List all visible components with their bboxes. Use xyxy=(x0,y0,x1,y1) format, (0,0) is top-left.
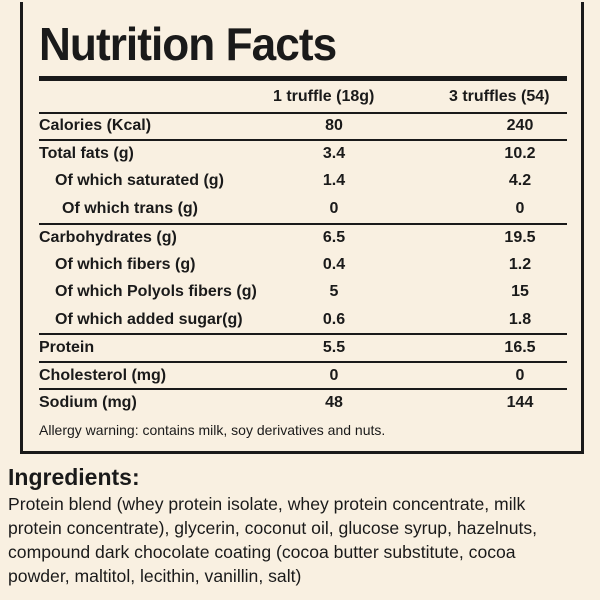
value-1-truffle: 5.5 xyxy=(322,339,346,356)
nutrition-facts-panel: Nutrition Facts 1 truffle (18g) 3 truffl… xyxy=(20,2,584,454)
value-1-truffle: 3.4 xyxy=(322,145,346,162)
row-label: Of which Polyols fibers (g) xyxy=(55,283,257,300)
table-row-polyols-fibers: Of which Polyols fibers (g) 5 15 xyxy=(39,280,567,304)
value-1-truffle: 80 xyxy=(325,117,343,134)
table-row-fibers: Of which fibers (g) 0.4 1.2 xyxy=(39,253,567,277)
ingredients-text: Protein blend (whey protein isolate, whe… xyxy=(8,492,600,588)
table-row-protein: Protein 5.5 16.5 xyxy=(39,336,567,360)
value-3-truffles: 4.2 xyxy=(508,172,532,189)
value-1-truffle: 5 xyxy=(329,283,339,300)
value-3-truffles: 16.5 xyxy=(504,339,536,356)
table-row-total-fats: Total fats (g) 3.4 10.2 xyxy=(39,142,567,166)
row-label: Of which added sugar(g) xyxy=(55,311,243,328)
table-row-carbohydrates: Carbohydrates (g) 6.5 19.5 xyxy=(39,226,567,250)
value-1-truffle: 0 xyxy=(329,367,339,384)
value-3-truffles: 15 xyxy=(511,283,529,300)
row-label: Protein xyxy=(39,339,95,356)
page-title: Nutrition Facts xyxy=(39,18,337,70)
value-1-truffle: 0 xyxy=(329,200,339,217)
table-row-added-sugar: Of which added sugar(g) 0.6 1.8 xyxy=(39,308,567,332)
divider xyxy=(39,139,567,141)
table-row-calories: Calories (Kcal) 80 240 xyxy=(39,114,567,138)
column-header-3-truffles: 3 truffles (54) xyxy=(449,88,550,105)
row-label: Sodium (mg) xyxy=(39,394,137,411)
row-label: Of which saturated (g) xyxy=(55,172,224,189)
value-1-truffle: 0.4 xyxy=(322,256,346,273)
ingredients-line: Protein blend (whey protein isolate, whe… xyxy=(8,494,526,514)
value-1-truffle: 1.4 xyxy=(322,172,346,189)
ingredients-line: powder, maltitol, lecithin, vanillin, sa… xyxy=(8,566,302,586)
row-label: Carbohydrates (g) xyxy=(39,229,177,246)
table-row-trans: Of which trans (g) 0 0 xyxy=(39,197,567,221)
value-1-truffle: 48 xyxy=(325,394,343,411)
allergy-warning: Allergy warning: contains milk, soy deri… xyxy=(39,422,386,438)
value-3-truffles: 1.8 xyxy=(508,311,532,328)
value-3-truffles: 0 xyxy=(515,200,525,217)
divider xyxy=(39,112,567,114)
table-row-sodium: Sodium (mg) 48 144 xyxy=(39,391,567,415)
header-divider xyxy=(39,76,567,81)
value-3-truffles: 144 xyxy=(506,394,534,411)
table-row-cholesterol: Cholesterol (mg) 0 0 xyxy=(39,364,567,388)
divider xyxy=(39,223,567,225)
divider xyxy=(39,333,567,335)
ingredients-line: protein concentrate), glycerin, coconut … xyxy=(8,518,538,538)
value-3-truffles: 10.2 xyxy=(504,145,536,162)
row-label: Calories (Kcal) xyxy=(39,117,152,134)
row-label: Total fats (g) xyxy=(39,145,134,162)
ingredients-title: Ingredients: xyxy=(8,464,140,490)
value-1-truffle: 6.5 xyxy=(322,229,346,246)
column-header-1-truffle: 1 truffle (18g) xyxy=(273,88,375,105)
table-row-saturated: Of which saturated (g) 1.4 4.2 xyxy=(39,169,567,193)
row-label: Cholesterol (mg) xyxy=(39,367,167,384)
value-3-truffles: 19.5 xyxy=(504,229,536,246)
value-3-truffles: 0 xyxy=(515,367,525,384)
value-3-truffles: 1.2 xyxy=(508,256,532,273)
divider xyxy=(39,361,567,363)
value-1-truffle: 0.6 xyxy=(322,311,346,328)
value-3-truffles: 240 xyxy=(506,117,534,134)
row-label: Of which trans (g) xyxy=(62,200,198,217)
row-label: Of which fibers (g) xyxy=(55,256,196,273)
divider xyxy=(39,388,567,390)
ingredients-line: compound dark chocolate coating (cocoa b… xyxy=(8,542,516,562)
